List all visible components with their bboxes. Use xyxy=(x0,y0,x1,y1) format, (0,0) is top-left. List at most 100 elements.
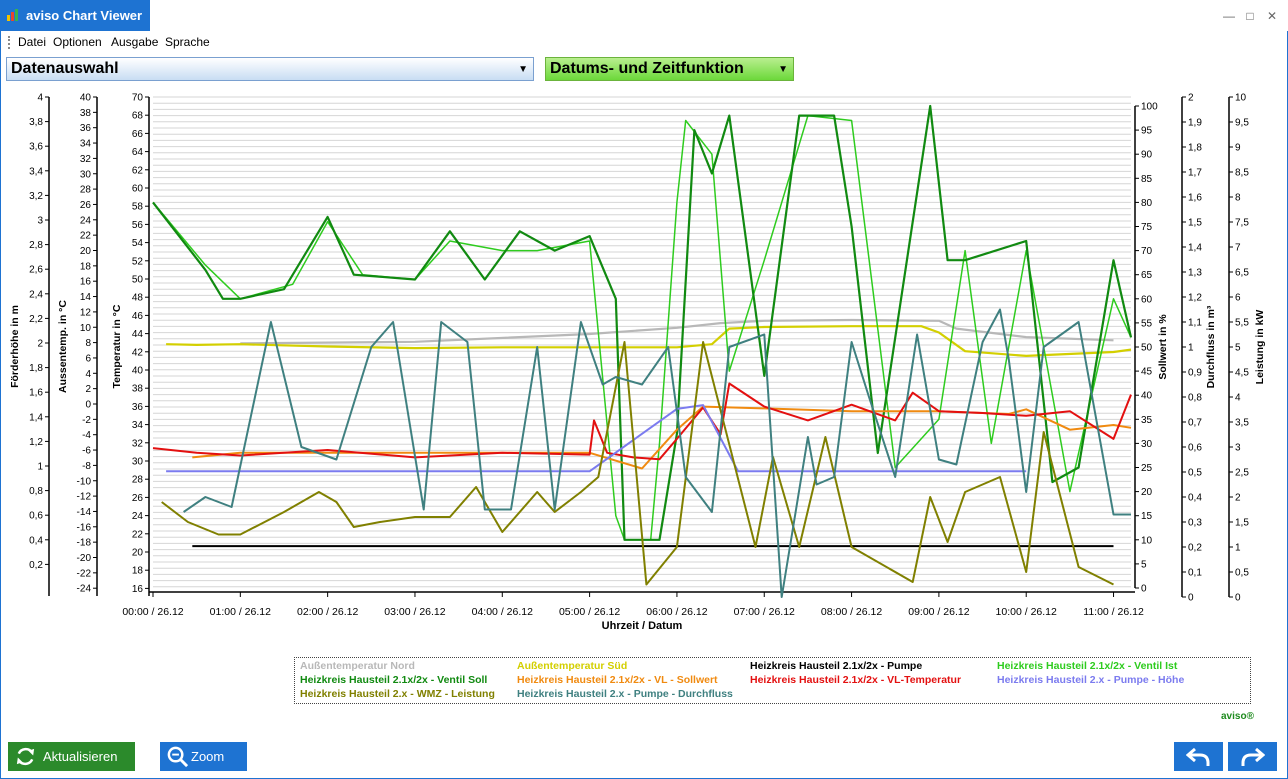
axis-tick-label: 46 xyxy=(132,311,144,322)
axis-tick-label: 30 xyxy=(132,457,144,468)
legend-item: Heizkreis Hausteil 2.1x/2x - VL - Sollwe… xyxy=(517,674,718,686)
axis-tick-label: 1 xyxy=(1188,343,1194,354)
axis-tick-label: 30 xyxy=(80,169,92,180)
axis-tick-label: 10 xyxy=(1141,535,1153,546)
axis-tick-label: 0,2 xyxy=(29,560,43,571)
axis-tick-label: 65 xyxy=(1141,270,1153,281)
axis-tick-label: 85 xyxy=(1141,174,1153,185)
axis-tick-label: 14 xyxy=(80,292,92,303)
axis-label-foerder: Förderhöhe in m xyxy=(9,305,21,388)
axis-tick-label: -14 xyxy=(77,507,92,518)
series-line xyxy=(166,404,1027,473)
axis-tick-label: 36 xyxy=(132,402,144,413)
axis-tick-label: 3 xyxy=(37,216,43,227)
axis-tick-label: 90 xyxy=(1141,150,1153,161)
axis-tick-label: 22 xyxy=(132,529,144,540)
axis-tick-label: 18 xyxy=(132,566,144,577)
axis-tick-label: 1,3 xyxy=(1188,268,1202,279)
date-time-label: Datums- und Zeitfunktion xyxy=(550,60,744,77)
axis-tick-label: 28 xyxy=(132,475,144,486)
axis-tick-label: 0,8 xyxy=(1188,393,1202,404)
axis-tick-label: 1,9 xyxy=(1188,118,1202,129)
axis-tick-label: 70 xyxy=(1141,246,1153,257)
zoom-button[interactable]: Zoom xyxy=(160,742,247,771)
axis-tick-label: 34 xyxy=(80,139,92,150)
x-tick-label: 10:00 / 26.12 xyxy=(996,606,1057,618)
axis-tick-label: 40 xyxy=(1141,391,1153,402)
chart-area[interactable]: 4 3,8 3,6 3,4 3,2 3 2,8 2,6 2,4 2,2 2 1,8 1,6 1,4 1,2 1… xyxy=(0,86,1288,646)
series-line xyxy=(161,341,1114,586)
axis-tick-label: 48 xyxy=(132,293,144,304)
axis-tick-label: 2,2 xyxy=(29,314,43,325)
axis-label-durch: Durchfluss in m³ xyxy=(1205,305,1217,388)
axis-tick-label: 56 xyxy=(132,220,144,231)
refresh-button-label: Aktualisieren xyxy=(43,749,118,764)
series-line xyxy=(152,104,1133,541)
axis-tick-label: 24 xyxy=(132,511,144,522)
axis-tick-label: 1,8 xyxy=(29,363,43,374)
axis-tick-label: 0,5 xyxy=(1235,568,1249,579)
axis-tick-label: 3,4 xyxy=(29,166,43,177)
axis-tick-label: 6 xyxy=(85,353,91,364)
app-logo-icon xyxy=(7,9,18,21)
axis-tick-label: 0,5 xyxy=(1188,468,1202,479)
axis-tick-label: 5 xyxy=(1235,343,1241,354)
axis-tick-label: 8 xyxy=(85,338,91,349)
axis-tick-label: 1 xyxy=(37,462,43,473)
forward-button[interactable] xyxy=(1228,742,1277,771)
back-button[interactable] xyxy=(1174,742,1223,771)
axis-tick-label: 4 xyxy=(37,93,43,104)
axis-tick-label: 4 xyxy=(1235,393,1241,404)
axis-tick-label: 0,8 xyxy=(29,486,43,497)
series-line xyxy=(183,308,1131,598)
menu-ausgabe[interactable]: Ausgabe xyxy=(111,35,159,49)
refresh-button[interactable]: Aktualisieren xyxy=(8,742,135,771)
close-button[interactable]: ✕ xyxy=(1266,9,1278,23)
axis-tick-label: 66 xyxy=(132,129,144,140)
axis-tick-label: -22 xyxy=(77,568,92,579)
minimize-button[interactable]: — xyxy=(1223,9,1235,23)
legend-item: Außentemperatur Süd xyxy=(517,660,628,672)
axis-tick-label: -10 xyxy=(77,476,92,487)
maximize-button[interactable]: □ xyxy=(1246,9,1254,23)
axis-tick-label: 9,5 xyxy=(1235,118,1249,129)
legend-item: Heizkreis Hausteil 2.x - Pumpe - Höhe xyxy=(997,674,1185,686)
brand-label: aviso® xyxy=(1221,711,1254,722)
x-tick-label: 06:00 / 26.12 xyxy=(646,606,707,618)
legend-item: Heizkreis Hausteil 2.x - WMZ - Leistung xyxy=(300,688,495,700)
axis-tick-label: 55 xyxy=(1141,318,1153,329)
menu-bar: Datei Optionen Ausgabe Sprache xyxy=(0,32,1288,52)
menu-sprache[interactable]: Sprache xyxy=(165,35,210,49)
x-axis-label: Uhrzeit / Datum xyxy=(602,620,683,632)
axis-tick-label: 16 xyxy=(80,277,92,288)
axis-tick-label: 0 xyxy=(1141,584,1147,595)
zoom-button-label: Zoom xyxy=(191,749,225,764)
axis-tick-label: 4,5 xyxy=(1235,368,1249,379)
axis-tick-label: 52 xyxy=(132,256,144,267)
axis-tick-label: 18 xyxy=(80,261,92,272)
axis-tick-label: 3 xyxy=(1235,443,1241,454)
axis-tick-label: 40 xyxy=(132,366,144,377)
zoom-icon xyxy=(167,746,189,768)
legend-item: Heizkreis Hausteil 2.1x/2x - Ventil Soll xyxy=(300,674,488,686)
axis-tick-label: 1,7 xyxy=(1188,168,1202,179)
x-tick-label: 07:00 / 26.12 xyxy=(734,606,795,618)
x-tick-label: 11:00 / 26.12 xyxy=(1083,606,1144,618)
axis-tick-label: 58 xyxy=(132,202,144,213)
axis-tick-label: -2 xyxy=(82,415,91,426)
date-time-dropdown[interactable]: Datums- und Zeitfunktion ▼ xyxy=(545,57,794,81)
axis-tick-label: 0,1 xyxy=(1188,568,1202,579)
back-arrow-icon xyxy=(1186,747,1210,766)
axis-tick-label: 50 xyxy=(1141,343,1153,354)
menu-optionen[interactable]: Optionen xyxy=(53,35,102,49)
data-selection-dropdown[interactable]: Datenauswahl ▼ xyxy=(6,57,534,81)
menu-datei[interactable]: Datei xyxy=(18,35,47,49)
axis-tick-label: 7 xyxy=(1235,243,1241,254)
x-tick-label: 01:00 / 26.12 xyxy=(210,606,271,618)
axis-tick-label: 10 xyxy=(1235,93,1247,104)
axis-tick-label: 6 xyxy=(1235,293,1241,304)
axis-tick-label: 60 xyxy=(132,184,144,195)
axis-tick-label: -18 xyxy=(77,538,92,549)
x-tick-label: 00:00 / 26.12 xyxy=(122,606,183,618)
axis-tick-label: 50 xyxy=(132,275,144,286)
